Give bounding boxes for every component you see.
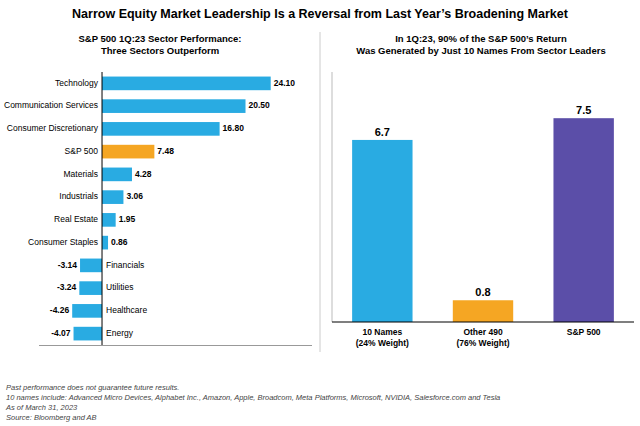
bar bbox=[102, 213, 116, 227]
text-line: S&P 500 1Q:23 Sector Performance: bbox=[79, 33, 242, 44]
data-label: 7.48 bbox=[157, 146, 174, 156]
category-label: Real Estate bbox=[54, 214, 98, 224]
x-axis-line bbox=[39, 345, 312, 346]
data-label: 0.8 bbox=[475, 286, 490, 298]
category-label: Industrials bbox=[59, 191, 98, 201]
category-label: S&P 500 bbox=[65, 146, 99, 156]
text-line: (76% Weight) bbox=[456, 338, 509, 348]
text-line: Three Sectors Outperform bbox=[101, 45, 219, 56]
bar bbox=[102, 236, 108, 250]
plot-area bbox=[352, 118, 614, 322]
x-axis-line bbox=[332, 321, 634, 322]
bar bbox=[102, 190, 123, 204]
text-line: 10 Names bbox=[362, 327, 402, 337]
zero-line bbox=[102, 72, 103, 345]
bar bbox=[102, 99, 245, 113]
bar bbox=[79, 281, 102, 295]
category-label: Materials bbox=[64, 169, 98, 179]
data-label: 4.28 bbox=[135, 169, 152, 179]
category-label: Communication Services bbox=[4, 100, 98, 110]
bar bbox=[74, 327, 102, 341]
bar bbox=[72, 304, 102, 318]
category-label: Healthcare bbox=[106, 305, 147, 315]
bar bbox=[102, 77, 271, 91]
footnote: As of March 31, 2023 bbox=[5, 403, 78, 412]
data-label: -4.26 bbox=[50, 305, 70, 315]
y-axis-line bbox=[332, 72, 333, 322]
data-label: 20.50 bbox=[249, 100, 271, 110]
text-line: Other 490 bbox=[463, 327, 502, 337]
data-label: 16.80 bbox=[223, 123, 245, 133]
tick-label: Other 490(76% Weight) bbox=[456, 327, 509, 348]
text-line: (24% Weight) bbox=[356, 338, 409, 348]
category-label: Utilities bbox=[106, 282, 133, 292]
category-label: Technology bbox=[55, 78, 99, 88]
category-label: Financials bbox=[106, 260, 144, 270]
tick-label: 10 Names(24% Weight) bbox=[356, 327, 409, 348]
text-line: In 1Q:23, 90% of the S&P 500’s Return bbox=[395, 33, 567, 44]
divider bbox=[320, 32, 321, 352]
data-label: 7.5 bbox=[576, 104, 591, 116]
data-label: 1.95 bbox=[119, 214, 136, 224]
data-label: -3.24 bbox=[57, 282, 77, 292]
category-labels: Technology Communication Services Consumer… bbox=[4, 78, 147, 338]
data-label: 24.10 bbox=[274, 78, 296, 88]
footnote: Source: Bloomberg and AB bbox=[6, 413, 97, 422]
data-label: -3.14 bbox=[58, 260, 78, 270]
subtitle: S&P 500 1Q:23 Sector Performance:Three S… bbox=[79, 33, 242, 56]
category-label: Consumer Staples bbox=[28, 237, 98, 247]
text-line: Was Generated by Just 10 Names From Sect… bbox=[356, 45, 605, 56]
subtitle: In 1Q:23, 90% of the S&P 500’s ReturnWas… bbox=[356, 33, 605, 56]
footnote: Past performance does not guarantee futu… bbox=[6, 383, 179, 392]
title: Narrow Equity Market Leadership Is a Rev… bbox=[72, 7, 569, 21]
data-label: -4.07 bbox=[51, 328, 71, 338]
category-label: Consumer Discretionary bbox=[7, 123, 99, 133]
bar bbox=[102, 168, 132, 182]
data-label: 6.7 bbox=[375, 126, 390, 138]
tick-label: S&P 500 bbox=[567, 327, 601, 337]
bar bbox=[453, 300, 513, 322]
chart-canvas: Narrow Equity Market Leadership Is a Rev… bbox=[0, 0, 640, 426]
bar bbox=[102, 122, 220, 136]
bar bbox=[102, 145, 154, 159]
data-label: 0.86 bbox=[111, 237, 128, 247]
bar bbox=[80, 259, 102, 273]
bar bbox=[352, 140, 412, 322]
data-label: 3.06 bbox=[126, 191, 143, 201]
bar bbox=[553, 118, 613, 322]
category-label: Energy bbox=[106, 328, 134, 338]
footnote: 10 names include: Advanced Micro Devices… bbox=[6, 393, 500, 402]
